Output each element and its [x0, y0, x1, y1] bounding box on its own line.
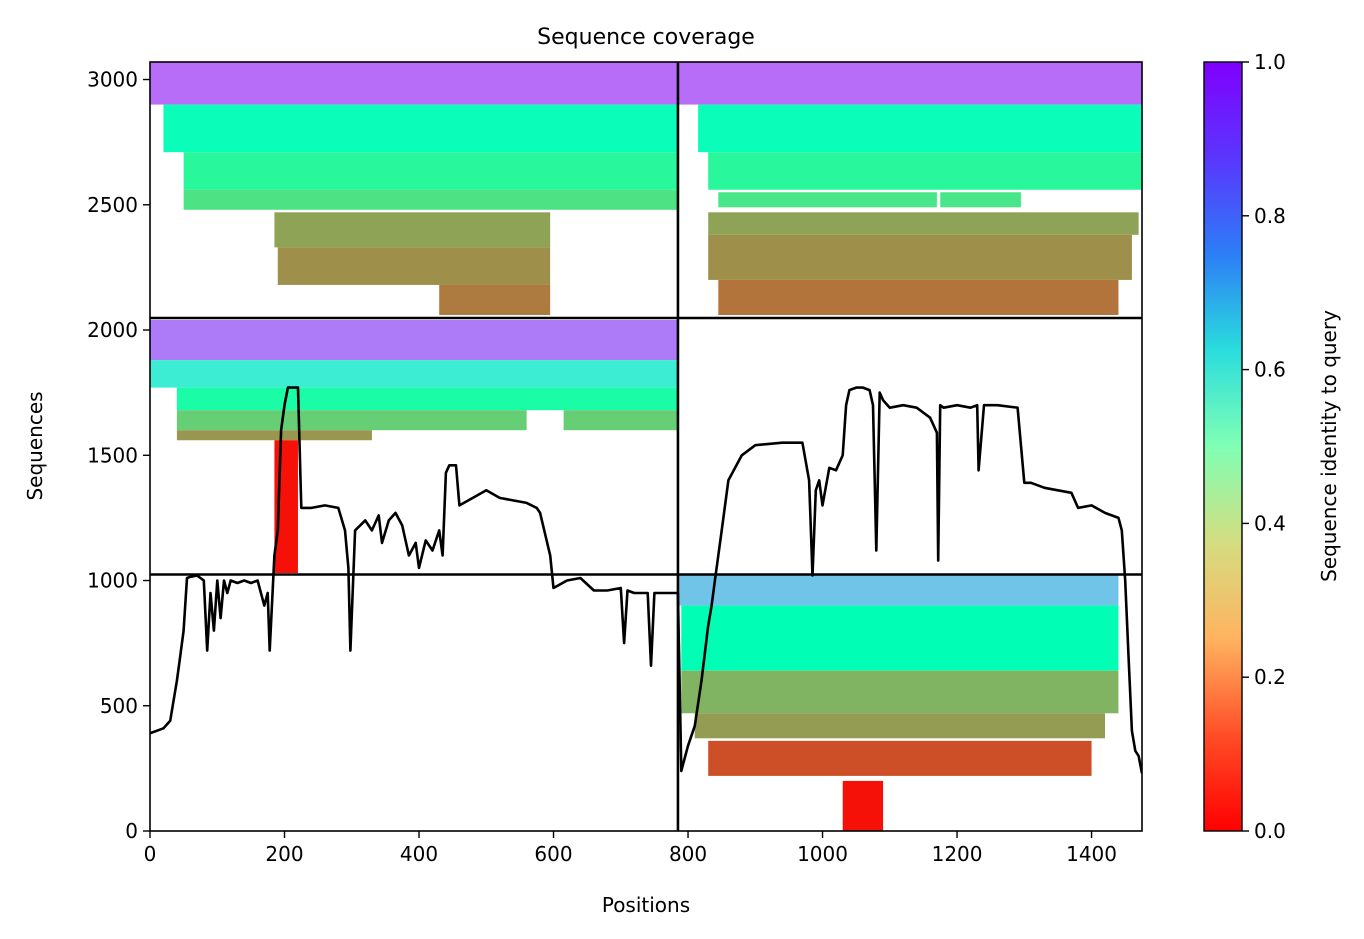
coverage-block: [183, 189, 678, 210]
coverage-block: [940, 192, 1021, 208]
x-tick-label: 1200: [932, 842, 983, 866]
coverage-block: [842, 780, 884, 831]
colorbar-tick-label: 0.0: [1254, 819, 1286, 843]
coverage-block: [681, 670, 1119, 714]
coverage-block: [150, 360, 678, 388]
x-tick-label: 400: [400, 842, 438, 866]
coverage-block: [176, 430, 372, 441]
colorbar-tick-label: 0.6: [1254, 358, 1286, 382]
x-tick-label: 200: [265, 842, 303, 866]
y-tick-label: 1000: [87, 569, 138, 593]
coverage-block: [183, 152, 678, 190]
coverage-block: [708, 212, 1139, 235]
x-tick-label: 0: [144, 842, 157, 866]
coverage-block: [277, 247, 551, 285]
coverage-block: [677, 62, 1142, 105]
coverage-block: [274, 212, 551, 248]
coverage-block: [439, 284, 551, 315]
coverage-line: [150, 386, 1142, 774]
y-tick-label: 500: [100, 694, 138, 718]
y-tick-label: 1500: [87, 443, 138, 467]
coverage-block: [718, 192, 937, 208]
x-tick-label: 800: [669, 842, 707, 866]
coverage-block: [694, 713, 1106, 739]
x-tick-label: 1000: [797, 842, 848, 866]
y-tick-label: 2000: [87, 318, 138, 342]
x-tick-label: 1400: [1066, 842, 1117, 866]
coverage-block: [708, 740, 1092, 776]
coverage-block: [681, 605, 1119, 671]
coverage-block: [176, 410, 527, 431]
coverage-block: [176, 387, 678, 411]
colorbar: 0.0 0.2 0.4 0.6 0.8 1.0 Sequence identity to …: [1203, 50, 1341, 843]
coverage-block: [150, 320, 678, 361]
coverage-block: [677, 575, 1119, 606]
colorbar-tick-label: 0.8: [1254, 204, 1286, 228]
x-tick-label: 600: [534, 842, 572, 866]
plot-frame: [149, 61, 1143, 832]
x-axis: 0 200 400 600 800 1000 1200 1400: [144, 831, 1117, 866]
coverage-block: [708, 234, 1132, 280]
plot-area: [149, 61, 1143, 832]
y-axis: 0 500 1000 1500 2000 2500 3000: [87, 68, 150, 843]
y-tick-label: 2500: [87, 193, 138, 217]
quadrant-dividers: [150, 62, 1142, 831]
coverage-blocks: [150, 62, 1142, 831]
y-tick-label: 3000: [87, 68, 138, 92]
colorbar-ticks: 0.0 0.2 0.4 0.6 0.8 1.0: [1242, 50, 1286, 843]
coverage-block: [563, 410, 678, 431]
y-tick-label: 0: [125, 819, 138, 843]
colorbar-label: Sequence identity to query: [1317, 310, 1341, 582]
colorbar-tick-label: 0.4: [1254, 511, 1286, 535]
colorbar-tick-label: 1.0: [1254, 50, 1286, 74]
coverage-block: [708, 152, 1142, 190]
y-axis-label: Sequences: [23, 391, 47, 500]
coverage-block: [698, 104, 1142, 153]
coverage-block: [150, 62, 678, 105]
chart-title: Sequence coverage: [537, 25, 755, 50]
x-axis-label: Positions: [602, 893, 690, 917]
colorbar-gradient: [1203, 61, 1243, 832]
coverage-block: [718, 279, 1119, 315]
coverage-block: [163, 104, 678, 153]
colorbar-tick-label: 0.2: [1254, 665, 1286, 689]
